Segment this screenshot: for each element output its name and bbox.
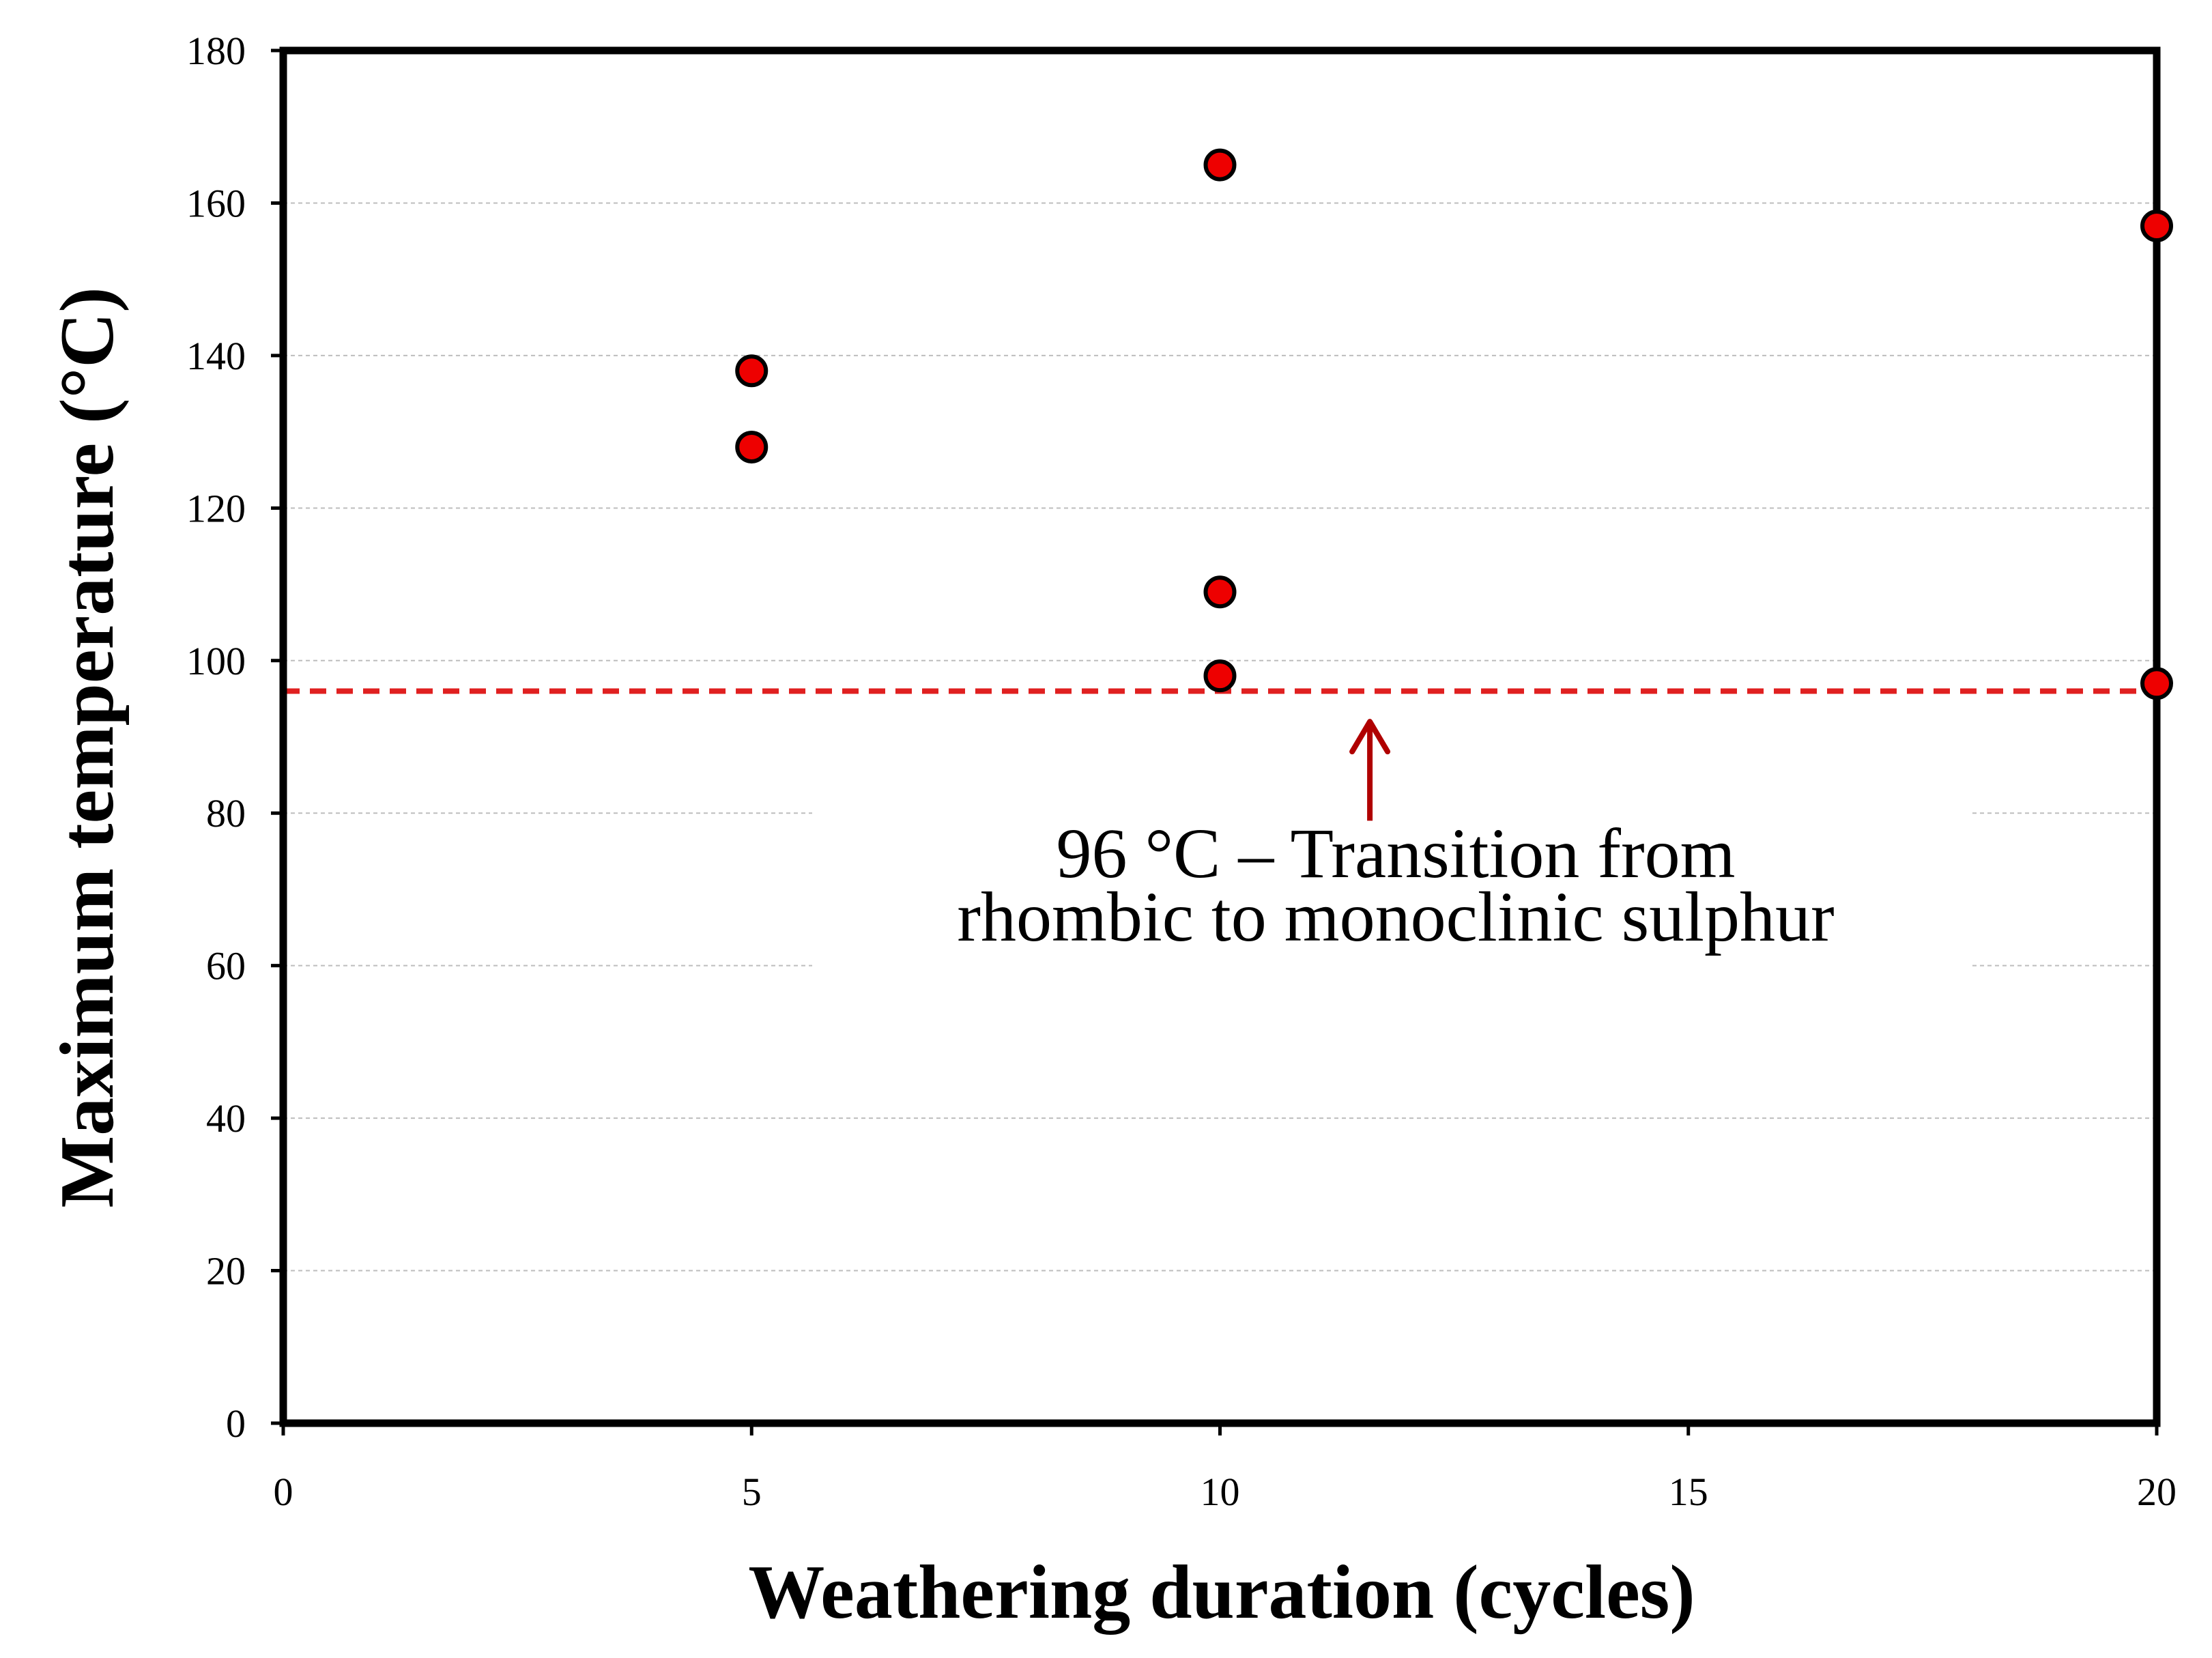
y-tick-label-180: 180 — [186, 29, 246, 73]
grid-lines — [283, 202, 2157, 1272]
x-axis-title: Weathering duration (cycles) — [748, 1550, 1695, 1635]
plot-frame — [279, 46, 2161, 1427]
plot-border — [279, 46, 2161, 1427]
data-point-1 — [735, 354, 769, 388]
annotation-text-background — [812, 802, 1972, 997]
annotation-arrow-group — [1349, 719, 1391, 821]
y-tick-label-60: 60 — [206, 944, 246, 988]
y-tick-label-140: 140 — [186, 334, 246, 378]
data-point-2 — [735, 430, 769, 463]
data-point-4 — [1203, 575, 1237, 609]
data-point-3 — [1203, 148, 1237, 182]
annotation-line-2: rhombic to monoclinic sulphur — [957, 878, 1834, 956]
y-axis-title: Maximum temperature (°C) — [45, 287, 130, 1208]
data-point-5 — [1203, 659, 1237, 693]
x-tick-label-20: 20 — [2137, 1470, 2177, 1514]
y-tick-label-20: 20 — [206, 1249, 246, 1293]
x-tick-label-15: 15 — [1669, 1470, 1708, 1514]
axis-ticks: 0 20 40 60 80 100 120 140 160 180 0 5 10 15 20 — [186, 29, 2177, 1514]
annotation-line-1: 96 °C – Transition from — [1056, 814, 1735, 893]
y-tick-label-120: 120 — [186, 486, 246, 530]
data-points — [735, 148, 2173, 700]
annotation-background — [812, 802, 1972, 997]
y-tick-label-160: 160 — [186, 181, 246, 225]
y-tick-label-0: 0 — [226, 1401, 246, 1446]
x-tick-label-5: 5 — [742, 1470, 762, 1514]
y-tick-label-80: 80 — [206, 791, 246, 835]
annotation-arrow-head — [1349, 719, 1391, 755]
data-point-6 — [2140, 209, 2173, 242]
y-tick-label-100: 100 — [186, 639, 246, 683]
x-tick-label-10: 10 — [1201, 1470, 1240, 1514]
y-tick-label-40: 40 — [206, 1096, 246, 1141]
x-tick-label-0: 0 — [274, 1470, 293, 1514]
data-point-7 — [2140, 667, 2173, 700]
